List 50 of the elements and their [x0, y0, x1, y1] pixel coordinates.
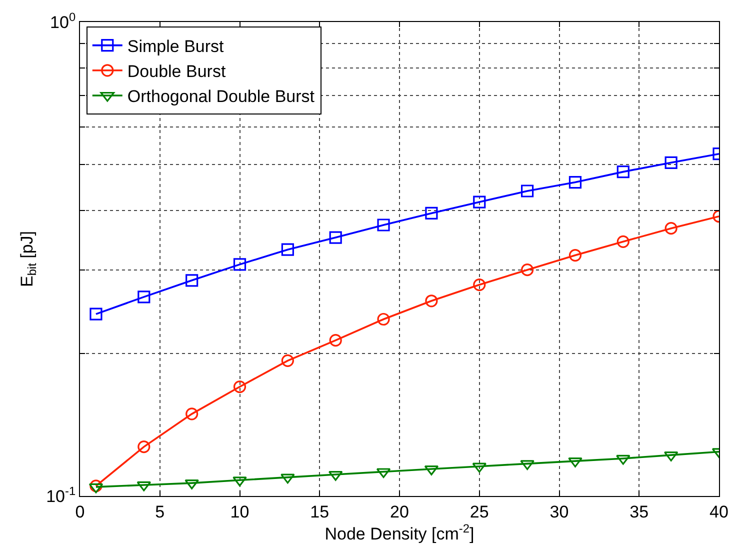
point — [521, 264, 534, 276]
y-tick-label: 10$^{-1}$ — [46, 484, 76, 506]
x-tick-label: 10 — [230, 502, 250, 522]
point — [88, 483, 104, 494]
point — [186, 274, 198, 287]
point — [616, 235, 630, 248]
point — [281, 243, 294, 256]
x-tick-label: 35 — [630, 502, 649, 522]
x-tick-label: 0 — [75, 502, 85, 522]
point — [568, 176, 582, 189]
point — [521, 184, 534, 198]
point — [138, 440, 150, 454]
point — [90, 480, 102, 492]
legend-label: Orthogonal Double Burst — [127, 87, 315, 106]
legend-label: Double Burst — [127, 62, 226, 82]
point — [568, 248, 582, 262]
point — [664, 156, 678, 169]
point — [186, 408, 198, 420]
point — [138, 290, 150, 304]
point — [473, 278, 486, 292]
point — [233, 258, 246, 271]
point — [376, 468, 391, 478]
x-tick-label: 15 — [310, 502, 330, 522]
point — [377, 218, 390, 232]
point — [425, 294, 438, 308]
point — [329, 334, 342, 347]
point — [136, 481, 152, 492]
x-tick-label: 20 — [390, 502, 409, 522]
point — [425, 206, 438, 220]
point — [329, 231, 342, 244]
point — [184, 479, 199, 490]
x-tick-label: 25 — [470, 502, 489, 522]
x-axis-title: Node Density [cm$^{-2}$] — [324, 521, 474, 544]
x-tick-label: 5 — [155, 502, 165, 522]
point — [473, 196, 486, 208]
point — [233, 380, 246, 394]
point — [664, 222, 678, 235]
point — [328, 470, 343, 481]
point — [281, 354, 294, 367]
point — [377, 312, 390, 326]
point — [280, 474, 295, 484]
point — [424, 465, 439, 476]
point — [472, 462, 487, 473]
legend-label: Simple Burst — [127, 36, 224, 56]
point — [616, 454, 630, 465]
y-tick-label: 10$^{0}$ — [50, 10, 76, 32]
point — [616, 166, 630, 178]
x-tick-label: 40 — [710, 502, 728, 522]
x-tick-label: 30 — [550, 502, 569, 522]
point — [90, 308, 102, 320]
